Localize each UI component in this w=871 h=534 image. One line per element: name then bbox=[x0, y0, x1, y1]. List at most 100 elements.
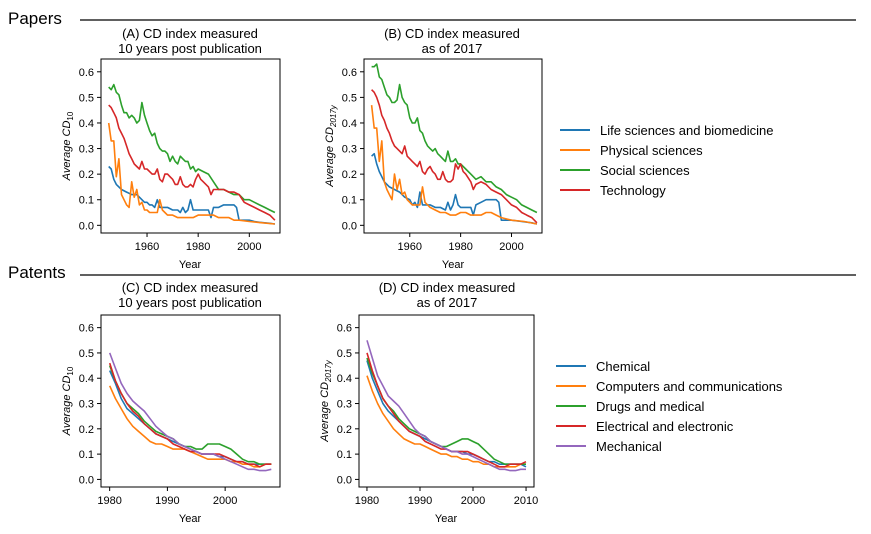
y-tick-label: 0.5 bbox=[79, 348, 94, 360]
y-tick-label: 0.2 bbox=[79, 424, 94, 436]
legend-label: Electrical and electronic bbox=[596, 419, 734, 434]
plot-frame bbox=[100, 314, 281, 488]
panel-title-line1: (D) CD index measured bbox=[379, 280, 516, 295]
panel-c: (C) CD index measured 10 years post publ… bbox=[61, 280, 281, 525]
y-tick-label: 0.2 bbox=[342, 169, 357, 181]
y-tick-label: 0.3 bbox=[337, 399, 352, 411]
y-tick-label: 0.2 bbox=[79, 169, 94, 181]
plot-frame bbox=[358, 314, 535, 488]
y-tick-label: 0.3 bbox=[342, 144, 357, 156]
legend-label: Social sciences bbox=[600, 163, 690, 178]
y-axis-ticks: 0.0 0.1 0.2 0.3 0.4 0.5 0.6 bbox=[337, 323, 359, 486]
y-tick-label: 0.2 bbox=[337, 424, 352, 436]
y-tick-label: 0.4 bbox=[337, 373, 352, 385]
section-title-papers: Papers bbox=[8, 9, 62, 28]
series-line-physical-sciences bbox=[107, 122, 275, 225]
series-line-social-sciences bbox=[108, 83, 276, 214]
y-axis-label-subscript: 2017y bbox=[324, 359, 333, 383]
y-axis-ticks: 0.0 0.1 0.2 0.3 0.4 0.5 0.6 bbox=[79, 323, 101, 486]
y-axis-label-main: Average CD bbox=[61, 121, 73, 182]
legend-label: Computers and communications bbox=[596, 379, 783, 394]
series-line-technology bbox=[108, 104, 276, 221]
legend-label: Drugs and medical bbox=[596, 399, 704, 414]
x-tick-label: 2000 bbox=[237, 241, 261, 253]
x-axis-label: Year bbox=[435, 513, 458, 525]
legend-label: Mechanical bbox=[596, 439, 662, 454]
x-tick-label: 1960 bbox=[135, 241, 159, 253]
y-axis-label-main: Average CD bbox=[324, 127, 336, 188]
legend-label: Life sciences and biomedicine bbox=[600, 123, 773, 138]
x-tick-label: 1980 bbox=[97, 495, 121, 507]
panel-d: (D) CD index measured as of 2017 0.00.10… bbox=[319, 280, 538, 525]
section-title-patents: Patents bbox=[8, 263, 66, 282]
x-tick-label: 1990 bbox=[155, 495, 179, 507]
panel-title-line2: 10 years post publication bbox=[118, 295, 262, 310]
plot-frame bbox=[100, 58, 281, 234]
x-tick-label: 2000 bbox=[499, 241, 523, 253]
panel-title-line2: 10 years post publication bbox=[118, 41, 262, 56]
x-axis-ticks: 1980 1990 2000 2010 bbox=[355, 487, 538, 507]
x-tick-label: 2010 bbox=[514, 495, 538, 507]
y-axis-ticks: 0.0 0.1 0.2 0.3 0.4 0.5 0.6 bbox=[79, 67, 101, 232]
y-axis-label-subscript: 10 bbox=[66, 366, 75, 375]
series-line-electrical-and-electronic bbox=[108, 362, 272, 468]
legend-label: Technology bbox=[600, 183, 666, 198]
series-line-chemical bbox=[366, 360, 527, 468]
y-axis-label: Average CD2017y bbox=[324, 104, 338, 188]
y-tick-label: 0.5 bbox=[79, 92, 94, 104]
y-tick-label: 0.6 bbox=[79, 67, 94, 79]
y-tick-label: 0.6 bbox=[79, 323, 94, 335]
y-axis-label-main: Average CD bbox=[319, 382, 331, 443]
y-tick-label: 0.4 bbox=[79, 118, 94, 130]
panel-b: (B) CD index measured as of 2017 0.00.10… bbox=[324, 26, 543, 271]
x-axis-label: Year bbox=[442, 259, 465, 271]
y-tick-label: 0.6 bbox=[337, 323, 352, 335]
legend-patents: Chemical Computers and communications Dr… bbox=[556, 359, 783, 454]
x-axis-ticks: 1960 1980 2000 bbox=[398, 233, 524, 253]
panel-title-line1: (B) CD index measured bbox=[384, 26, 520, 41]
x-tick-label: 2000 bbox=[213, 495, 237, 507]
y-tick-label: 0.5 bbox=[342, 92, 357, 104]
series-line-technology bbox=[371, 89, 538, 224]
y-axis-label-subscript: 2017y bbox=[329, 104, 338, 128]
x-axis-ticks: 1980 1990 2000 bbox=[97, 487, 237, 507]
y-tick-label: 0.0 bbox=[342, 220, 357, 232]
series-line-computers-and-communications bbox=[108, 385, 272, 468]
panel-a: (A) CD index measured 10 years post publ… bbox=[61, 26, 281, 271]
y-axis-label: Average CD10 bbox=[61, 366, 75, 436]
y-axis-label-main: Average CD bbox=[61, 376, 73, 437]
y-tick-label: 0.3 bbox=[79, 144, 94, 156]
y-tick-label: 0.4 bbox=[79, 373, 94, 385]
y-tick-label: 0.0 bbox=[79, 220, 94, 232]
series-line-physical-sciences bbox=[370, 105, 538, 225]
series-line-drugs-and-medical bbox=[366, 357, 526, 466]
x-axis-label: Year bbox=[179, 513, 202, 525]
x-tick-label: 1980 bbox=[448, 241, 472, 253]
panel-title-line1: (A) CD index measured bbox=[122, 26, 258, 41]
y-tick-label: 0.1 bbox=[79, 449, 94, 461]
series-line-mechanical bbox=[108, 352, 272, 472]
x-tick-label: 2000 bbox=[461, 495, 485, 507]
x-axis-label: Year bbox=[179, 259, 202, 271]
y-axis-label: Average CD2017y bbox=[319, 359, 333, 443]
y-tick-label: 0.4 bbox=[342, 118, 357, 130]
y-axis-label: Average CD10 bbox=[61, 111, 75, 181]
x-tick-label: 1980 bbox=[186, 241, 210, 253]
y-tick-label: 0.5 bbox=[337, 348, 352, 360]
legend-label: Chemical bbox=[596, 359, 650, 374]
y-tick-label: 0.3 bbox=[79, 399, 94, 411]
series-line-life-sciences-and-biomedicine bbox=[371, 152, 538, 225]
y-tick-label: 0.0 bbox=[337, 474, 352, 486]
legend-papers: Life sciences and biomedicine Physical s… bbox=[560, 123, 773, 198]
series-lines bbox=[370, 63, 538, 225]
series-lines bbox=[366, 340, 527, 472]
legend-label: Physical sciences bbox=[600, 143, 703, 158]
series-line-social-sciences bbox=[371, 63, 538, 214]
series-line-mechanical bbox=[366, 340, 526, 472]
y-tick-label: 0.6 bbox=[342, 67, 357, 79]
x-tick-label: 1990 bbox=[408, 495, 432, 507]
x-tick-label: 1960 bbox=[398, 241, 422, 253]
y-tick-label: 0.1 bbox=[337, 449, 352, 461]
panel-title-line2: as of 2017 bbox=[417, 295, 478, 310]
series-lines bbox=[107, 83, 276, 225]
